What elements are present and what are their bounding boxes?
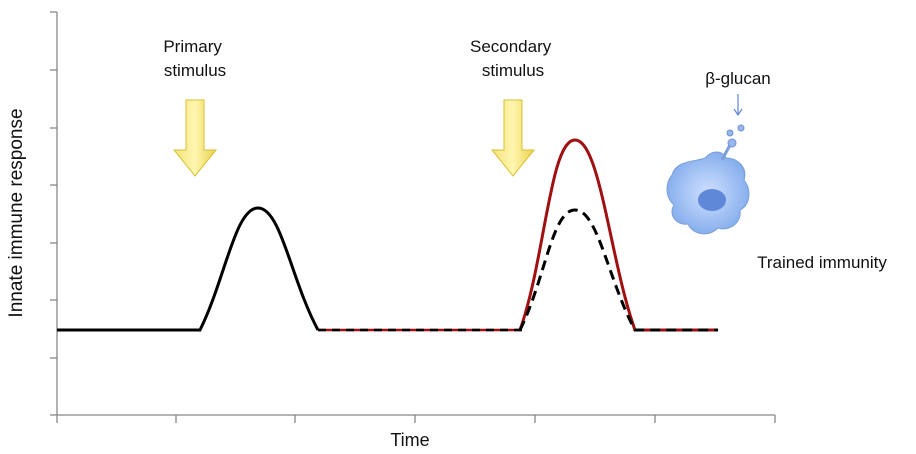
y-axis-label: Innate immune response [6, 108, 27, 317]
secondary-label-line: Secondary [470, 37, 552, 56]
macrophage-icon [666, 94, 750, 235]
primary-response-curve [57, 206, 320, 332]
primary-arrow [172, 99, 218, 177]
agent-label: β-glucan [705, 69, 771, 88]
axes [50, 11, 776, 423]
secondary-label-line: stimulus [482, 61, 544, 80]
primary-label: Primary stimulus [163, 37, 226, 80]
secondary-label: Secondary stimulus [470, 37, 556, 80]
untrained-response-curve [518, 208, 718, 332]
primary-label-line: stimulus [164, 61, 226, 80]
secondary-arrow [490, 99, 536, 177]
trained-response-curve [518, 138, 718, 332]
outcome-label: Trained immunity [757, 253, 887, 272]
x-axis-label: Time [390, 430, 429, 450]
primary-label-line: Primary [163, 37, 222, 56]
